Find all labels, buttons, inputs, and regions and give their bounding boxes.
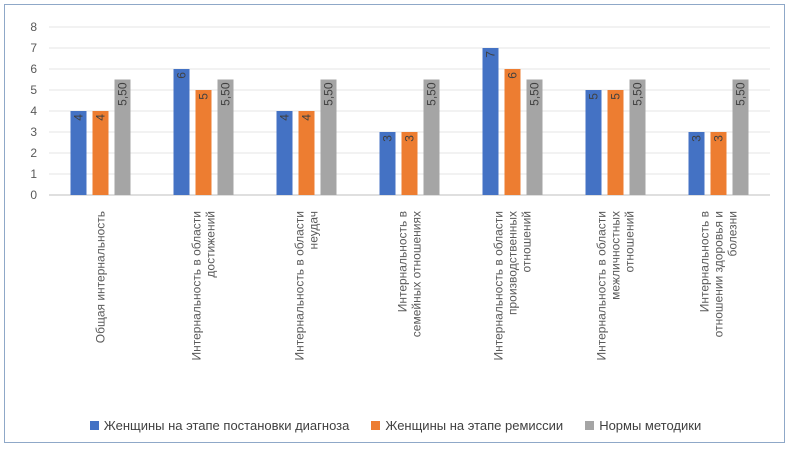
legend-swatch-diagnosis xyxy=(89,420,99,430)
bar-3-1 xyxy=(401,132,418,195)
bar-6-2 xyxy=(732,79,749,195)
data-label-6-0: 3 xyxy=(690,135,704,142)
legend: Женщины на этапе постановки диагноза Жен… xyxy=(5,415,786,435)
bar-chart: 0 1 2 3 4 5 6 7 8 4 4 5,50 Общая интернальность 6 5 5,5… xyxy=(30,20,770,361)
data-label-6-1: 3 xyxy=(712,135,726,142)
category-label-3-1: семейных отношениях xyxy=(410,211,424,337)
category-label-3-0: Интернальность в xyxy=(396,211,410,312)
y-tick-label-4: 4 xyxy=(30,104,37,118)
data-label-0-2: 5,50 xyxy=(116,82,130,106)
bar-6-1 xyxy=(710,132,727,195)
bar-4-1 xyxy=(504,69,521,195)
category-label-6-0: Интернальность в xyxy=(698,211,712,312)
category-label-1-0: Интернальность в области xyxy=(190,211,204,361)
data-label-5-1: 5 xyxy=(609,93,623,100)
y-tick-label-1: 1 xyxy=(30,167,37,181)
data-label-2-2: 5,50 xyxy=(322,82,336,106)
y-tick-label-0: 0 xyxy=(30,188,37,202)
bar-3-0 xyxy=(379,132,396,195)
bar-1-1 xyxy=(195,90,212,195)
data-label-3-1: 3 xyxy=(403,135,417,142)
data-label-3-2: 5,50 xyxy=(425,82,439,106)
category-label-0-0: Общая интернальность xyxy=(94,211,108,343)
data-label-1-1: 5 xyxy=(197,93,211,100)
y-tick-label-3: 3 xyxy=(30,125,37,139)
y-tick-label-5: 5 xyxy=(30,83,37,97)
bar-5-0 xyxy=(585,90,602,195)
data-label-0-1: 4 xyxy=(94,114,108,121)
y-tick-label-6: 6 xyxy=(30,62,37,76)
bar-2-0 xyxy=(276,111,293,195)
category-label-4-1: производственных xyxy=(506,211,520,315)
bar-4-2 xyxy=(526,79,543,195)
y-tick-label-8: 8 xyxy=(30,20,37,34)
bar-5-1 xyxy=(607,90,624,195)
data-label-5-2: 5,50 xyxy=(631,82,645,106)
bar-2-2 xyxy=(320,79,337,195)
legend-item-diagnosis: Женщины на этапе постановки диагноза xyxy=(89,417,350,433)
category-label-5-1: межличностных xyxy=(609,211,623,300)
category-label-5-2: отношений xyxy=(623,211,637,273)
legend-item-remission: Женщины на этапе ремиссии xyxy=(371,418,563,433)
bar-2-1 xyxy=(298,111,315,195)
bar-3-2 xyxy=(423,79,440,195)
category-label-2-0: Интернальность в области xyxy=(293,211,307,361)
data-label-2-1: 4 xyxy=(300,114,314,121)
data-label-5-0: 5 xyxy=(587,93,601,100)
bar-4-0 xyxy=(482,48,499,195)
data-label-4-0: 7 xyxy=(484,51,498,58)
legend-swatch-remission xyxy=(371,420,381,430)
bar-5-2 xyxy=(629,79,646,195)
legend-item-norms: Нормы методики xyxy=(585,418,701,433)
chart-frame: 0 1 2 3 4 5 6 7 8 4 4 5,50 Общая интернальность 6 5 5,5… xyxy=(4,4,785,443)
legend-label-norms: Нормы методики xyxy=(599,417,702,433)
y-tick-label-7: 7 xyxy=(30,41,37,55)
data-label-4-2: 5,50 xyxy=(528,82,542,106)
category-label-4-2: отношений xyxy=(520,211,534,273)
data-label-6-2: 5,50 xyxy=(734,82,748,106)
legend-swatch-norms xyxy=(585,420,595,430)
bar-1-2 xyxy=(217,79,234,195)
bar-6-0 xyxy=(688,132,705,195)
category-label-1-1: достижений xyxy=(204,211,218,278)
category-label-6-1: отношении здоровья и xyxy=(712,211,726,337)
category-label-2-1: неудач xyxy=(307,211,321,249)
legend-label-remission: Женщины на этапе ремиссии xyxy=(385,417,564,433)
data-label-4-1: 6 xyxy=(506,72,520,79)
category-label-6-2: болезни xyxy=(726,211,740,257)
category-label-4-0: Интернальность в области xyxy=(492,211,506,361)
y-tick-label-2: 2 xyxy=(30,146,37,160)
bar-0-2 xyxy=(114,79,131,195)
data-label-0-0: 4 xyxy=(72,114,86,121)
bar-1-0 xyxy=(173,69,190,195)
category-label-5-0: Интернальность в области xyxy=(595,211,609,361)
data-label-2-0: 4 xyxy=(278,114,292,121)
data-label-3-0: 3 xyxy=(381,135,395,142)
bar-0-1 xyxy=(92,111,109,195)
legend-label-diagnosis: Женщины на этапе постановки диагноза xyxy=(103,417,350,433)
data-label-1-2: 5,50 xyxy=(219,82,233,106)
data-label-1-0: 6 xyxy=(175,72,189,79)
bar-0-0 xyxy=(70,111,87,195)
